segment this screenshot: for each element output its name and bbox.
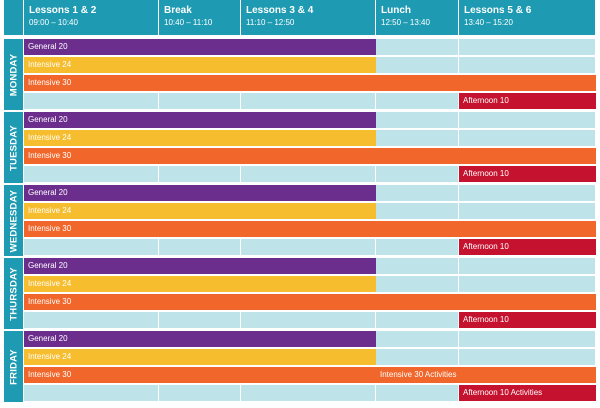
empty-cell xyxy=(241,239,376,255)
afternoon-10-bar: Afternoon 10 xyxy=(459,166,596,182)
header-lessons-5-6: Lessons 5 & 6 13:40 – 15:20 xyxy=(459,0,596,35)
empty-cell xyxy=(24,166,159,182)
day-label: THURSDAY xyxy=(4,258,23,329)
day-name: MONDAY xyxy=(8,53,19,96)
header-corner xyxy=(4,0,24,35)
day-name: TUESDAY xyxy=(8,124,19,171)
intensive-30-bar: Intensive 30 xyxy=(24,367,376,383)
empty-cell xyxy=(376,39,459,55)
empty-cell xyxy=(376,93,459,109)
empty-cell xyxy=(241,93,376,109)
intensive-30-activities-bar: Intensive 30 Activities xyxy=(376,367,596,383)
general-20-bar: General 20 xyxy=(24,331,376,347)
empty-cell xyxy=(459,57,596,73)
header-lessons-1-2: Lessons 1 & 2 09:00 – 10:40 xyxy=(24,0,159,35)
empty-cell xyxy=(376,130,459,146)
day-label: TUESDAY xyxy=(4,112,23,183)
empty-cell xyxy=(24,385,159,401)
general-20-bar: General 20 xyxy=(24,185,376,201)
afternoon-10-bar: Afternoon 10 xyxy=(459,312,596,328)
empty-cell xyxy=(159,385,241,401)
general-20-bar: General 20 xyxy=(24,258,376,274)
period-title: Lessons 3 & 4 xyxy=(246,5,314,16)
period-time: 11:10 – 12:50 xyxy=(246,18,295,27)
afternoon-10-bar: Afternoon 10 xyxy=(459,239,596,255)
empty-cell xyxy=(24,93,159,109)
period-title: Lessons 1 & 2 xyxy=(29,5,97,16)
empty-cell xyxy=(241,385,376,401)
intensive-30-bar: Intensive 30 xyxy=(24,75,596,91)
intensive-24-bar: Intensive 24 xyxy=(24,203,376,219)
period-title: Break xyxy=(164,5,192,16)
empty-cell xyxy=(376,349,459,365)
period-time: 13:40 – 15:20 xyxy=(464,18,513,27)
day-label: WEDNESDAY xyxy=(4,185,23,256)
day-label: FRIDAY xyxy=(4,331,23,402)
empty-cell xyxy=(376,166,459,182)
header-break: Break 10:40 – 11:10 xyxy=(159,0,241,35)
empty-cell xyxy=(376,276,459,292)
empty-cell xyxy=(241,166,376,182)
intensive-24-bar: Intensive 24 xyxy=(24,349,376,365)
header-lunch: Lunch 12:50 – 13:40 xyxy=(376,0,459,35)
empty-cell xyxy=(459,331,596,347)
intensive-24-bar: Intensive 24 xyxy=(24,57,376,73)
day-name: WEDNESDAY xyxy=(8,189,19,252)
empty-cell xyxy=(24,312,159,328)
empty-cell xyxy=(459,39,596,55)
period-title: Lessons 5 & 6 xyxy=(464,5,532,16)
empty-cell xyxy=(159,166,241,182)
day-name: THURSDAY xyxy=(8,266,19,321)
empty-cell xyxy=(376,331,459,347)
empty-cell xyxy=(159,239,241,255)
day-name: FRIDAY xyxy=(8,348,19,385)
empty-cell xyxy=(459,130,596,146)
intensive-24-bar: Intensive 24 xyxy=(24,130,376,146)
empty-cell xyxy=(376,385,459,401)
empty-cell xyxy=(376,258,459,274)
empty-cell xyxy=(24,239,159,255)
empty-cell xyxy=(376,203,459,219)
empty-cell xyxy=(241,312,376,328)
empty-cell xyxy=(376,57,459,73)
afternoon-10-bar: Afternoon 10 Activities xyxy=(459,385,596,401)
period-title: Lunch xyxy=(381,5,411,16)
intensive-30-bar: Intensive 30 xyxy=(24,148,596,164)
header-lessons-3-4: Lessons 3 & 4 11:10 – 12:50 xyxy=(241,0,376,35)
empty-cell xyxy=(459,276,596,292)
empty-cell xyxy=(459,112,596,128)
afternoon-10-bar: Afternoon 10 xyxy=(459,93,596,109)
empty-cell xyxy=(459,349,596,365)
empty-cell xyxy=(159,312,241,328)
empty-cell xyxy=(459,258,596,274)
intensive-24-bar: Intensive 24 xyxy=(24,276,376,292)
empty-cell xyxy=(376,185,459,201)
empty-cell xyxy=(376,239,459,255)
period-time: 12:50 – 13:40 xyxy=(381,18,430,27)
general-20-bar: General 20 xyxy=(24,112,376,128)
empty-cell xyxy=(459,203,596,219)
intensive-30-bar: Intensive 30 xyxy=(24,221,596,237)
general-20-bar: General 20 xyxy=(24,39,376,55)
period-time: 09:00 – 10:40 xyxy=(29,18,78,27)
day-label: MONDAY xyxy=(4,39,23,110)
intensive-30-bar: Intensive 30 xyxy=(24,294,596,310)
period-time: 10:40 – 11:10 xyxy=(164,18,213,27)
empty-cell xyxy=(376,312,459,328)
empty-cell xyxy=(159,93,241,109)
empty-cell xyxy=(376,112,459,128)
empty-cell xyxy=(459,185,596,201)
